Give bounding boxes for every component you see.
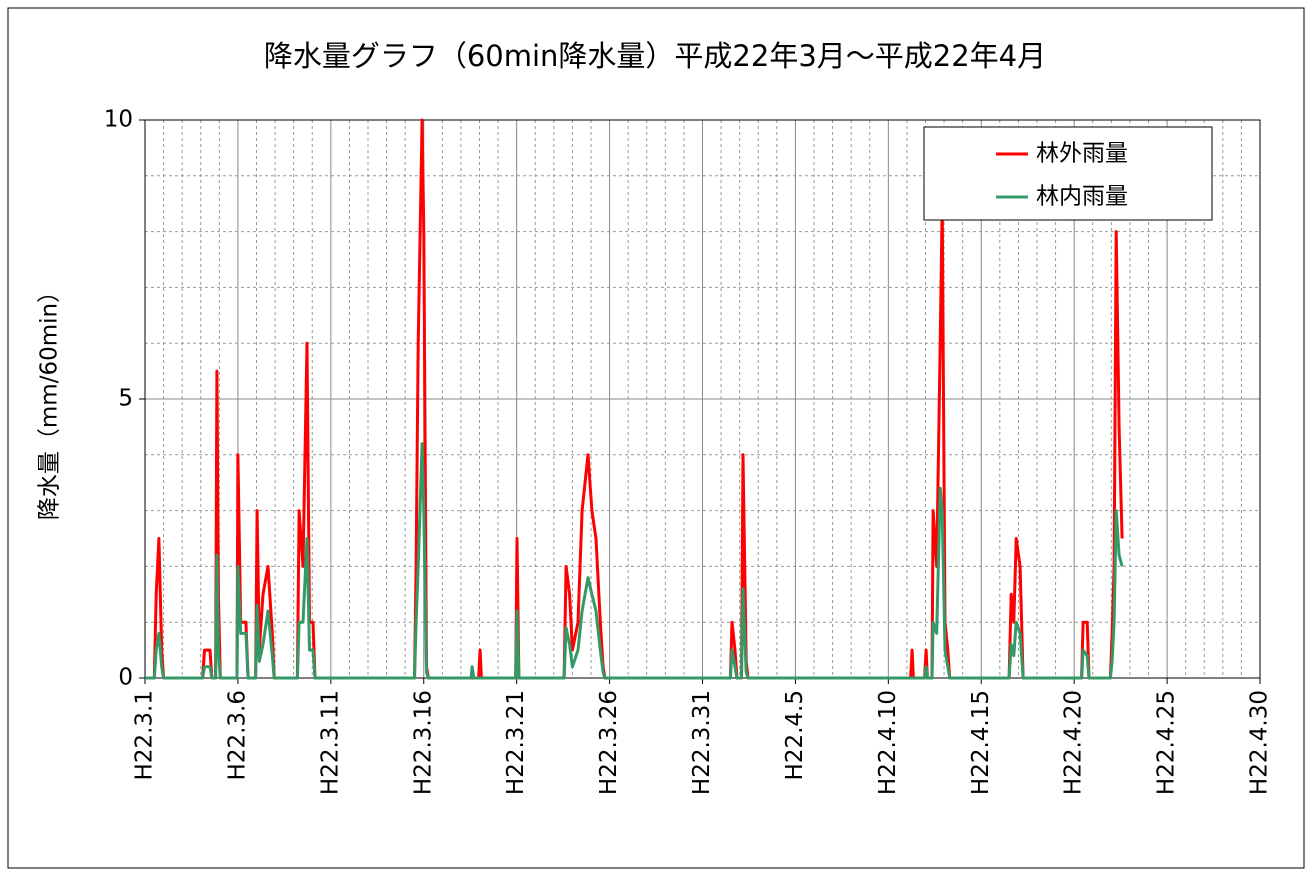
x-tick-label: H22.3.21 bbox=[503, 690, 529, 795]
x-tick-label: H22.4.5 bbox=[782, 690, 808, 780]
x-tick-label: H22.3.31 bbox=[689, 690, 715, 795]
x-tick-label: H22.4.20 bbox=[1061, 690, 1087, 795]
y-tick-label: 5 bbox=[118, 386, 133, 412]
x-tick-label: H22.4.25 bbox=[1154, 690, 1180, 795]
x-tick-label: H22.3.6 bbox=[224, 690, 250, 780]
x-tick-label: H22.3.1 bbox=[132, 690, 158, 780]
legend-label: 林外雨量 bbox=[1036, 141, 1128, 167]
y-axis-label: 降水量（mm/60min） bbox=[37, 280, 63, 520]
x-tick-label: H22.3.26 bbox=[596, 690, 622, 795]
x-tick-label: H22.3.16 bbox=[410, 690, 436, 795]
x-tick-label: H22.4.15 bbox=[968, 690, 994, 795]
y-tick-label: 0 bbox=[118, 665, 133, 691]
y-tick-label: 10 bbox=[104, 107, 133, 133]
legend-label: 林内雨量 bbox=[1036, 184, 1128, 210]
series-line bbox=[145, 442, 1124, 680]
chart-title: 降水量グラフ（60min降水量）平成22年3月～平成22年4月 bbox=[264, 39, 1046, 73]
x-tick-label: H22.4.10 bbox=[875, 690, 901, 795]
legend-box bbox=[923, 126, 1213, 221]
x-tick-label: H22.3.11 bbox=[317, 690, 343, 795]
x-tick-label: H22.4.30 bbox=[1247, 690, 1273, 795]
